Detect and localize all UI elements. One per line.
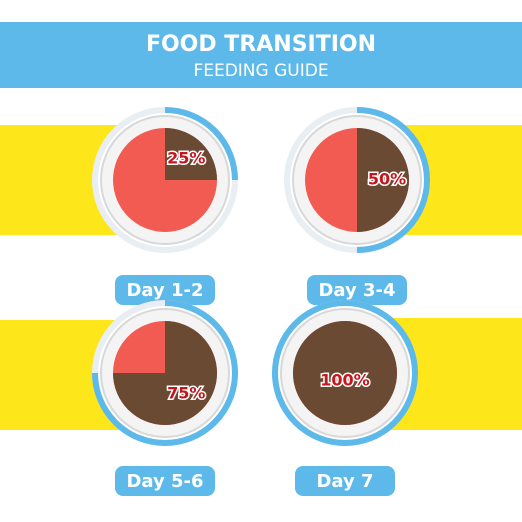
day-label: Day 1-2 <box>126 280 203 301</box>
header-band <box>0 22 522 88</box>
new-food <box>293 321 397 425</box>
day-label: Day 3-4 <box>318 280 395 301</box>
ring-progress <box>164 107 238 181</box>
new-food <box>357 128 409 232</box>
title: FOOD TRANSITION <box>146 32 376 57</box>
day-pill <box>115 275 215 305</box>
day-label: Day 7 <box>316 471 373 492</box>
ring-progress <box>356 107 430 253</box>
day-pill <box>307 275 407 305</box>
subtitle: FEEDING GUIDE <box>193 61 328 81</box>
day-label: Day 5-6 <box>126 471 203 492</box>
ring-progress <box>92 300 238 446</box>
share-label: 50% <box>368 170 406 189</box>
new-food <box>165 128 217 180</box>
new-food <box>113 321 217 425</box>
day-pill <box>295 466 395 496</box>
share-label: 25% <box>167 148 205 167</box>
ring-progress <box>272 300 418 446</box>
day-pill <box>115 466 215 496</box>
share-label: 75% <box>167 384 205 403</box>
share-label: 100% <box>320 371 369 390</box>
